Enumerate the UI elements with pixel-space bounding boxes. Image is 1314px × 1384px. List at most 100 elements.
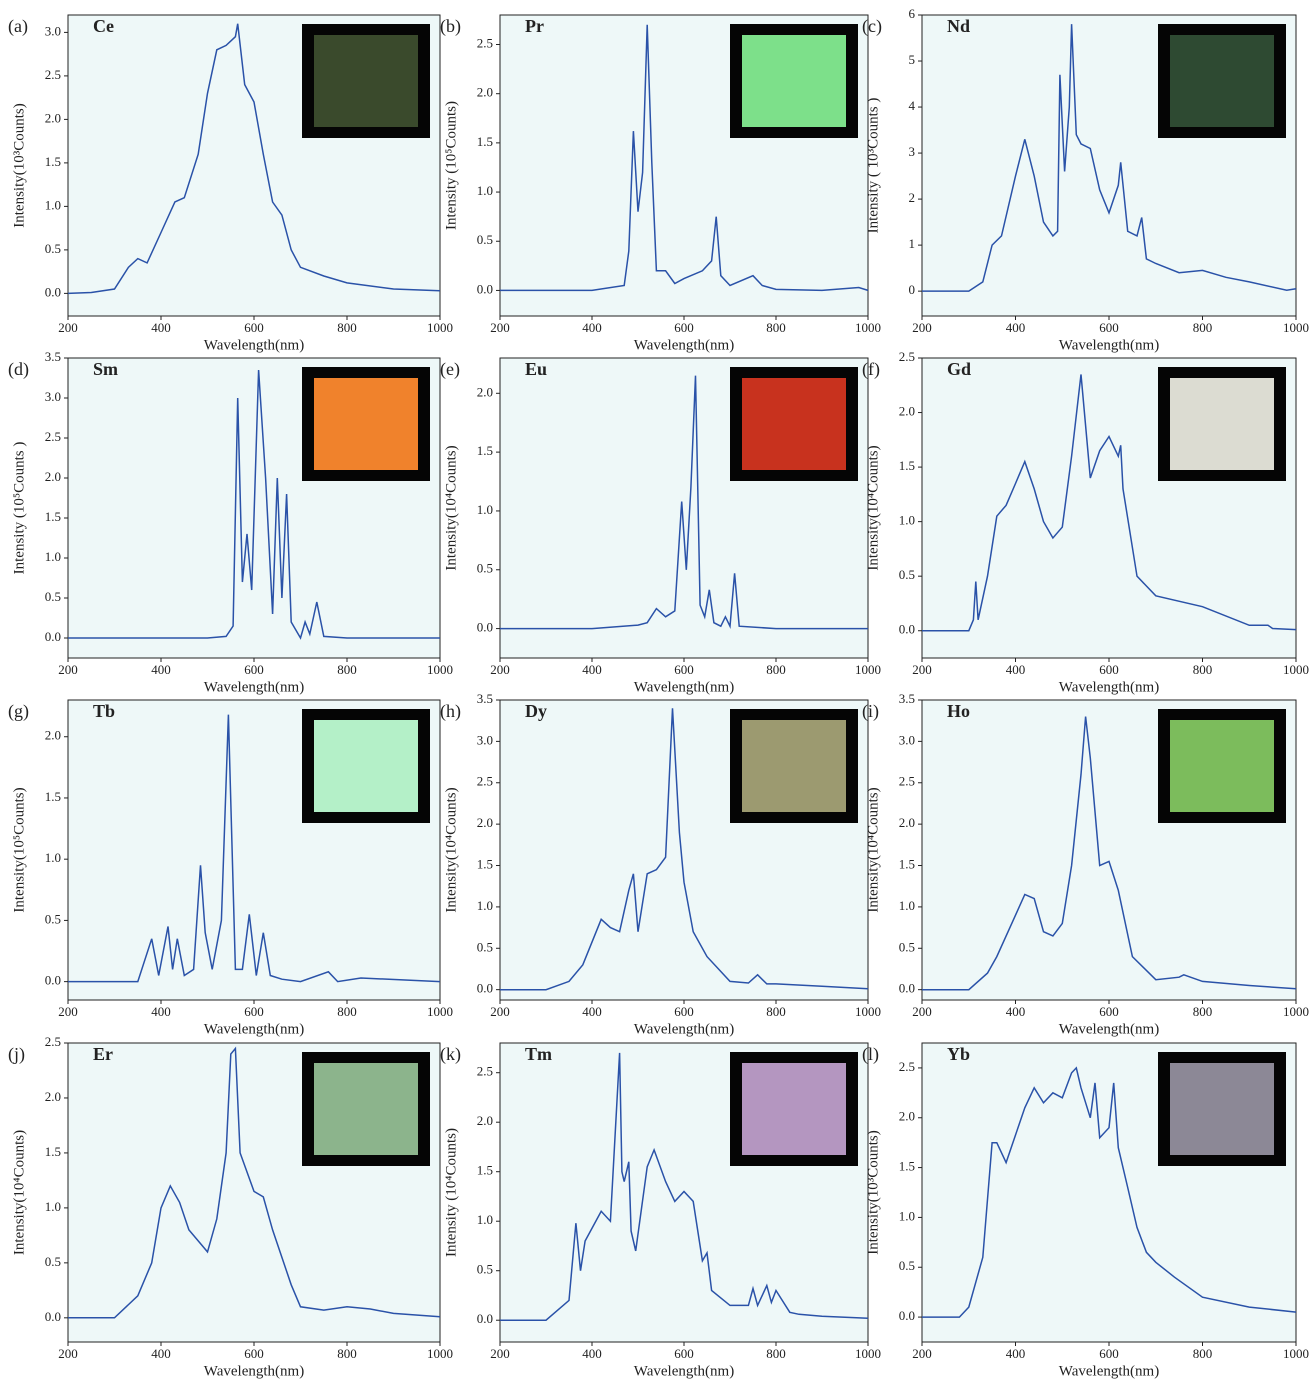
y-tick-label: 1.0 — [477, 183, 493, 198]
x-axis-label: Wavelength(nm) — [1059, 679, 1159, 695]
x-tick-label: 400 — [1006, 1346, 1026, 1361]
x-tick-label: 800 — [766, 662, 786, 677]
panel-label: (f) — [862, 359, 880, 380]
y-axis-label: Intensity (10⁴Counts) — [443, 1128, 459, 1257]
x-tick-label: 800 — [337, 320, 357, 335]
x-tick-label: 200 — [58, 1004, 78, 1019]
x-tick-label: 400 — [151, 662, 171, 677]
inset-sample — [742, 378, 846, 470]
y-tick-label: 2.0 — [477, 815, 493, 830]
x-tick-label: 800 — [766, 1346, 786, 1361]
y-tick-label: 1.0 — [899, 513, 915, 528]
y-tick-label: 3.5 — [45, 349, 61, 364]
x-tick-label: 600 — [674, 662, 694, 677]
y-tick-label: 2.0 — [899, 815, 915, 830]
inset-sample — [742, 1063, 846, 1155]
inset-sample — [742, 720, 846, 812]
element-label: Ce — [93, 16, 114, 36]
x-tick-label: 200 — [58, 662, 78, 677]
y-tick-label: 0.5 — [899, 939, 915, 954]
y-tick-label: 2.0 — [45, 728, 61, 743]
panel-label: (i) — [862, 701, 879, 722]
inset-sample — [1170, 1063, 1274, 1155]
x-tick-label: 600 — [244, 320, 264, 335]
x-tick-label: 1000 — [1283, 320, 1309, 335]
y-tick-label: 3.0 — [45, 389, 61, 404]
panel-label: (g) — [8, 701, 29, 722]
x-tick-label: 600 — [674, 320, 694, 335]
y-tick-label: 2.0 — [477, 1113, 493, 1128]
x-tick-label: 800 — [337, 1004, 357, 1019]
y-tick-label: 0.5 — [45, 911, 61, 926]
y-tick-label: 2.0 — [899, 404, 915, 419]
y-tick-label: 0.0 — [477, 981, 493, 996]
y-tick-label: 1.5 — [899, 1159, 915, 1174]
y-tick-label: 1.0 — [45, 549, 61, 564]
x-tick-label: 800 — [337, 1346, 357, 1361]
x-tick-label: 200 — [58, 320, 78, 335]
y-tick-label: 0.0 — [899, 1308, 915, 1323]
y-tick-label: 2.5 — [477, 1064, 493, 1079]
x-tick-label: 400 — [1006, 662, 1026, 677]
y-tick-label: 0.5 — [477, 561, 493, 576]
x-tick-label: 200 — [490, 1004, 510, 1019]
y-axis-label: Intensity(10⁴Counts) — [865, 787, 881, 912]
x-tick-label: 1000 — [427, 1004, 453, 1019]
y-tick-label: 0.5 — [477, 232, 493, 247]
x-tick-label: 600 — [1099, 320, 1119, 335]
y-tick-label: 0.0 — [899, 622, 915, 637]
x-tick-label: 600 — [1099, 1004, 1119, 1019]
y-axis-label: Intensity ( 10³Counts ) — [865, 98, 881, 234]
panel-label: (l) — [862, 1044, 879, 1065]
panel-label: (e) — [440, 359, 460, 380]
x-tick-label: 800 — [337, 662, 357, 677]
y-tick-label: 1.0 — [45, 1199, 61, 1214]
x-tick-label: 1000 — [855, 1004, 881, 1019]
y-axis-label: Intensity(10⁴Counts) — [865, 445, 881, 570]
y-tick-label: 3.0 — [45, 23, 61, 38]
x-tick-label: 400 — [151, 320, 171, 335]
y-tick-label: 1.0 — [477, 898, 493, 913]
inset-sample — [314, 378, 418, 470]
y-axis-label: Intensity(10⁴Counts) — [11, 1130, 27, 1255]
x-axis-label: Wavelength(nm) — [634, 1021, 734, 1037]
element-label: Eu — [525, 359, 547, 379]
x-tick-label: 400 — [151, 1346, 171, 1361]
y-tick-label: 2.5 — [899, 1059, 915, 1074]
y-tick-label: 2.5 — [477, 774, 493, 789]
y-tick-label: 1.5 — [477, 443, 493, 458]
x-tick-label: 1000 — [855, 662, 881, 677]
x-tick-label: 1000 — [855, 320, 881, 335]
y-axis-label: Intensity(10⁴Counts) — [443, 445, 459, 570]
element-label: Tm — [525, 1044, 552, 1064]
y-tick-label: 2.0 — [45, 110, 61, 125]
y-tick-label: 1.5 — [45, 1144, 61, 1159]
panel-label: (b) — [440, 16, 461, 37]
x-tick-label: 1000 — [427, 1346, 453, 1361]
y-tick-label: 0.0 — [477, 620, 493, 635]
y-tick-label: 1.0 — [45, 850, 61, 865]
y-tick-label: 0.5 — [45, 241, 61, 256]
y-tick-label: 1.5 — [899, 857, 915, 872]
y-tick-label: 2 — [909, 190, 916, 205]
y-tick-label: 0.0 — [45, 1309, 61, 1324]
x-tick-label: 200 — [490, 320, 510, 335]
x-tick-label: 200 — [58, 1346, 78, 1361]
y-tick-label: 0.0 — [45, 284, 61, 299]
element-label: Er — [93, 1044, 113, 1064]
inset-sample — [314, 720, 418, 812]
y-tick-label: 0 — [909, 282, 916, 297]
y-tick-label: 0.0 — [477, 1311, 493, 1326]
y-tick-label: 1.5 — [45, 789, 61, 804]
element-label: Nd — [947, 16, 970, 36]
y-tick-label: 0.5 — [899, 1258, 915, 1273]
panel-label: (a) — [8, 16, 28, 37]
panel-label: (j) — [8, 1044, 25, 1065]
x-axis-label: Wavelength(nm) — [634, 1363, 734, 1379]
x-tick-label: 200 — [912, 1346, 932, 1361]
y-tick-label: 0.0 — [477, 281, 493, 296]
x-axis-label: Wavelength(nm) — [204, 1021, 304, 1037]
y-tick-label: 0.5 — [45, 1254, 61, 1269]
x-tick-label: 400 — [582, 662, 602, 677]
y-tick-label: 1.0 — [45, 197, 61, 212]
